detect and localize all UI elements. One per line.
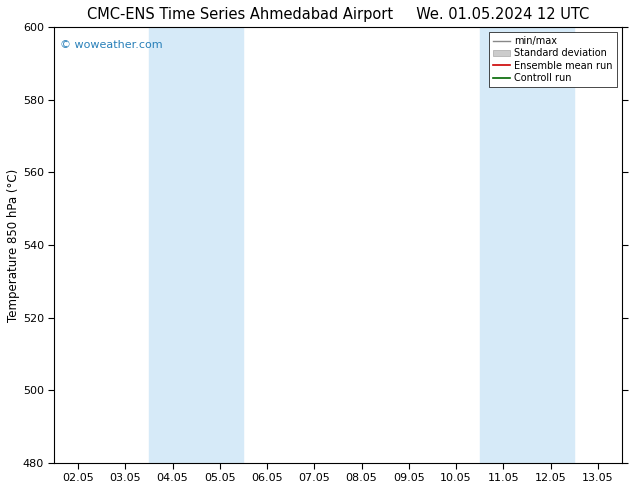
Y-axis label: Temperature 850 hPa (°C): Temperature 850 hPa (°C) [7, 169, 20, 321]
Bar [149, 27, 196, 463]
Legend: min/max, Standard deviation, Ensemble mean run, Controll run: min/max, Standard deviation, Ensemble me… [489, 32, 617, 87]
Bar [480, 27, 527, 463]
Bar [196, 27, 243, 463]
Bar [527, 27, 574, 463]
Title: CMC-ENS Time Series Ahmedabad Airport     We. 01.05.2024 12 UTC: CMC-ENS Time Series Ahmedabad Airport We… [87, 7, 589, 22]
Text: © woweather.com: © woweather.com [60, 40, 163, 50]
